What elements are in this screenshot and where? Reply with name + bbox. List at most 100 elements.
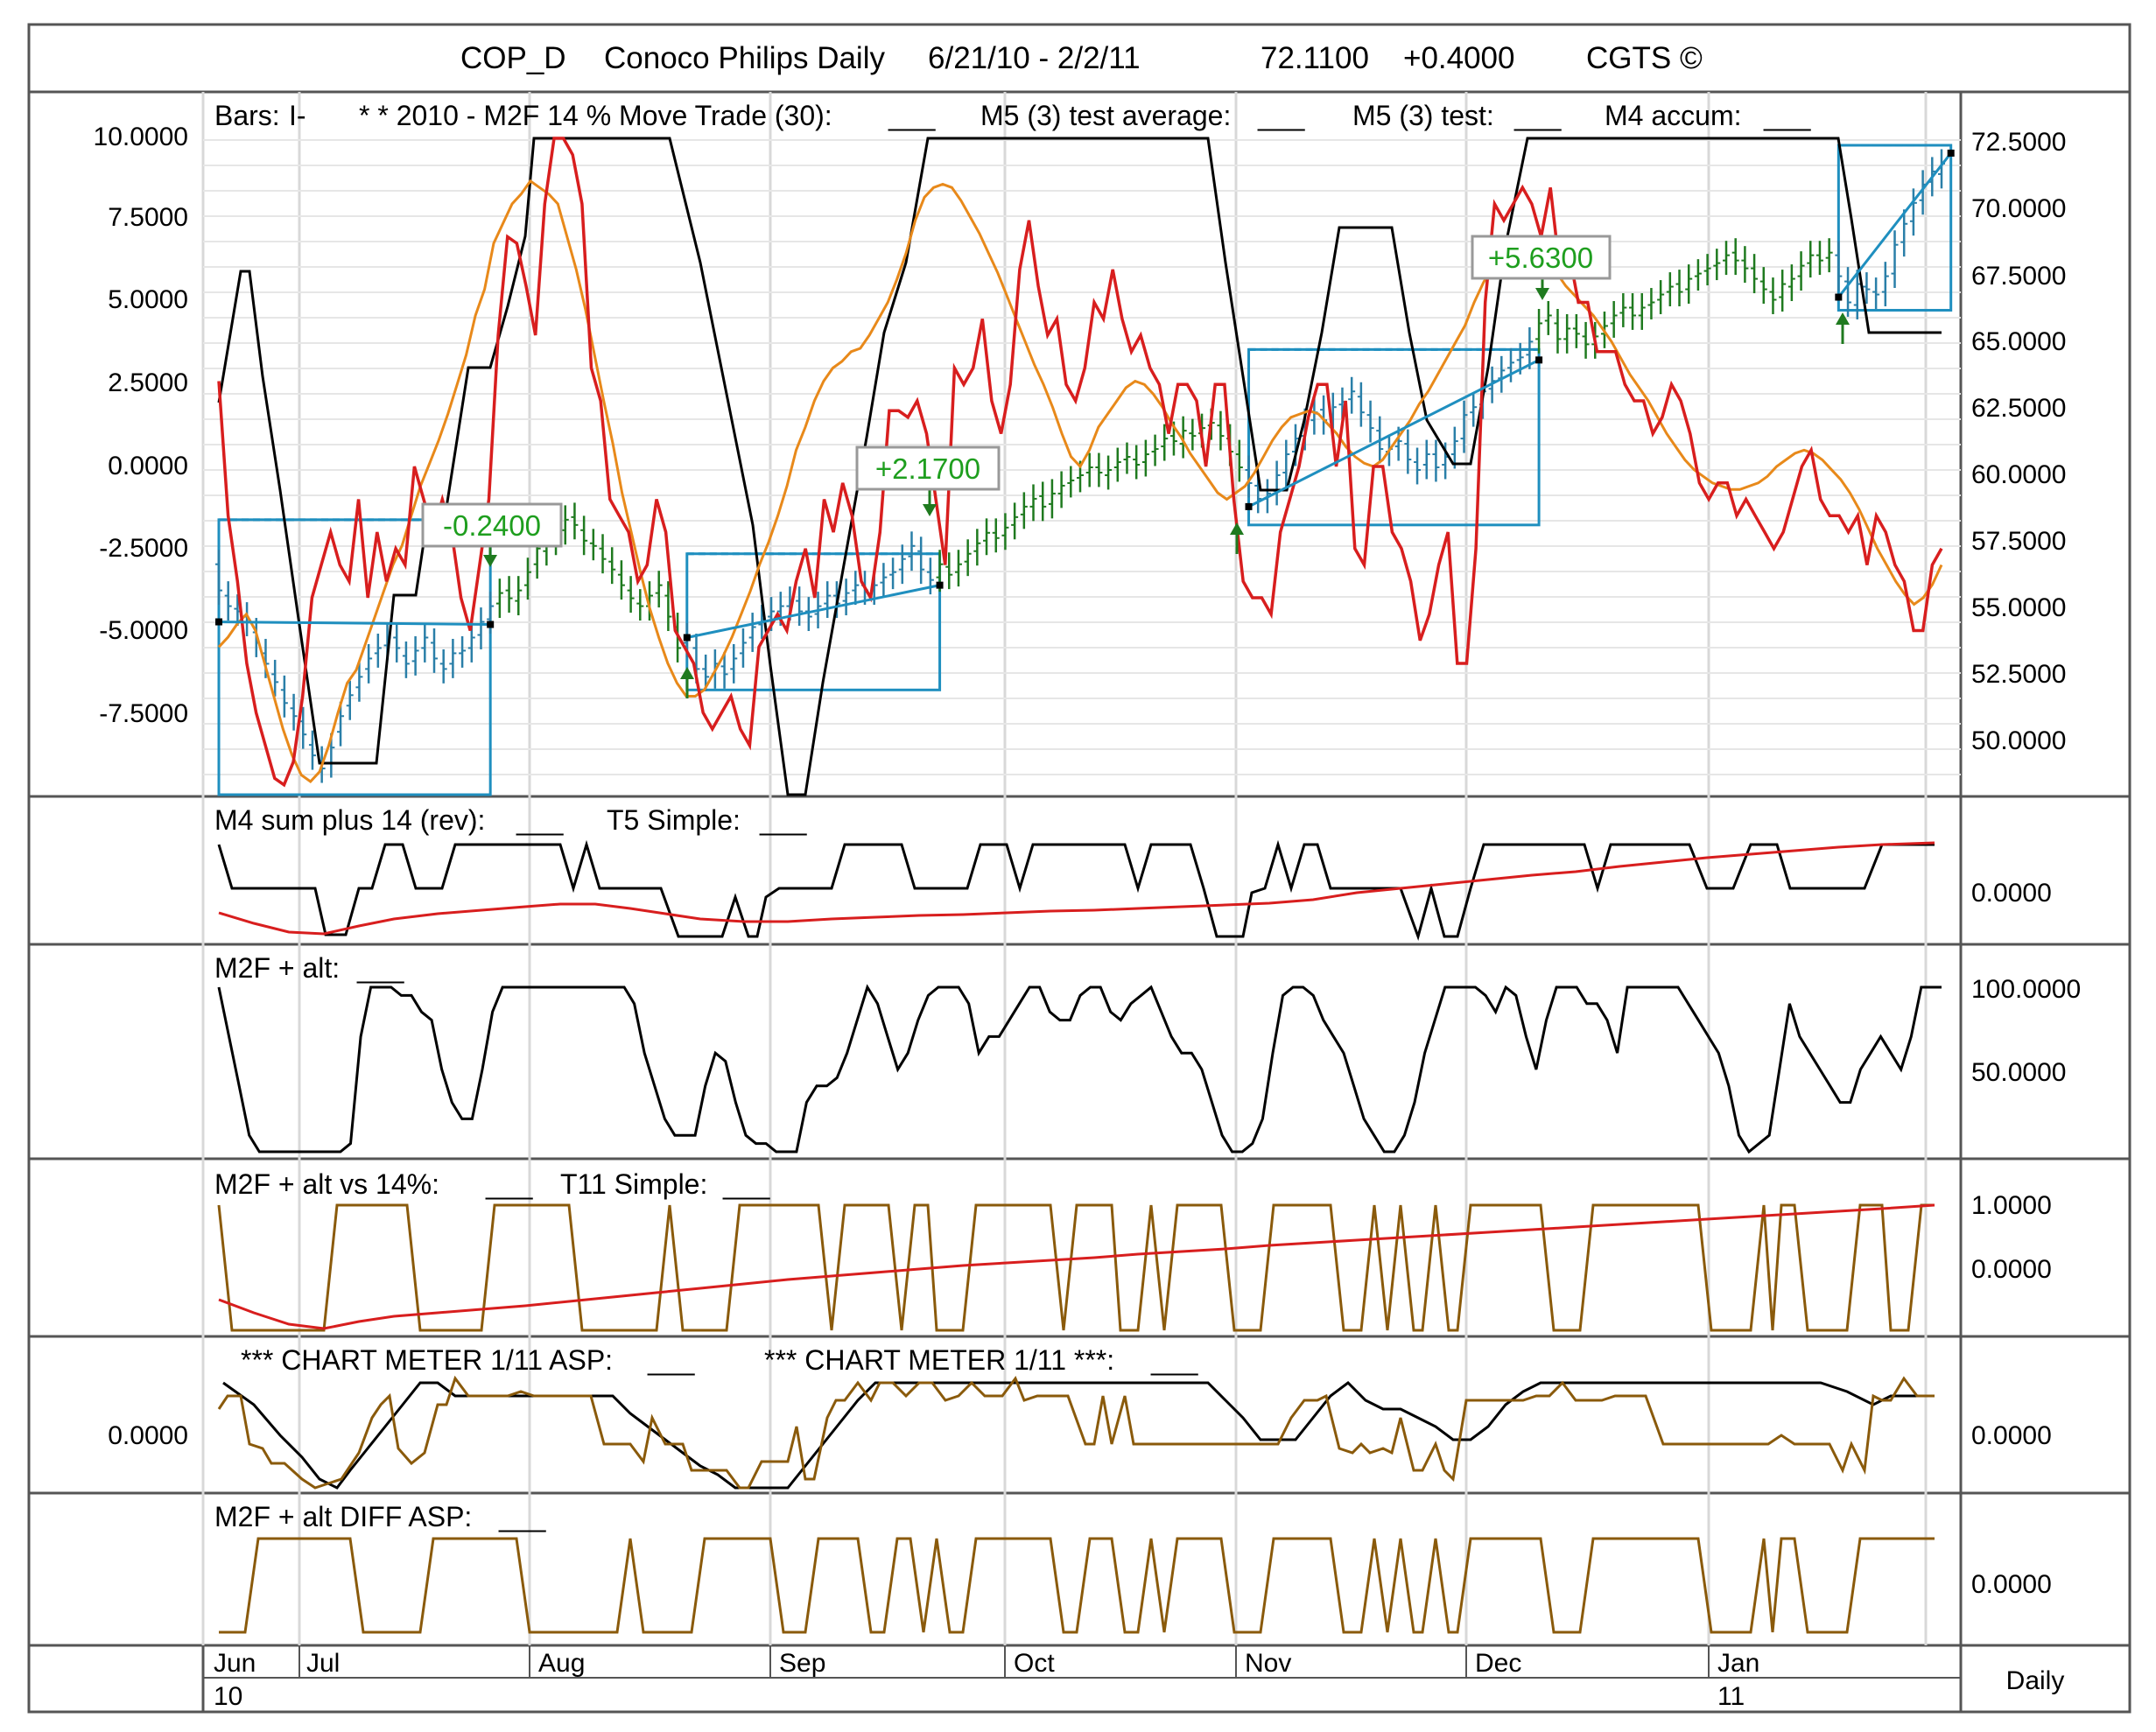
t5-legend-label: T5 Simple: <box>607 804 741 836</box>
left-tick-7.5: 7.5000 <box>108 203 188 232</box>
trade-start-marker-1 <box>215 618 222 626</box>
meter-legend-symbol: ___ <box>1150 1344 1199 1376</box>
trade-lines <box>215 149 1955 642</box>
trade-label-2: +2.1700 <box>855 445 1001 491</box>
m4sum-right-tick: 0.0000 <box>1971 879 2052 908</box>
left-tick-neg7.5: -7.5000 <box>99 699 188 728</box>
month-separators <box>298 1645 1710 1678</box>
trade-start-marker-2 <box>683 634 691 642</box>
trade-label-3-text: +5.6300 <box>1488 242 1593 274</box>
meter-right-tick: 0.0000 <box>1971 1421 2052 1450</box>
trade-label-1-box <box>421 502 563 548</box>
legend-bars-label: Bars: <box>214 100 280 131</box>
m2f-alt-tick-100: 100.0000 <box>1971 975 2081 1004</box>
title-date-range: 6/21/10 - 2/2/11 <box>928 41 1141 75</box>
trade-line-1 <box>218 621 491 627</box>
legend-m4-symbol: ___ <box>1763 100 1812 131</box>
trade-line-2 <box>686 584 940 639</box>
period-label: Daily <box>2006 1666 2065 1695</box>
price-legend: Bars: I- * * 2010 - M2F 14 % Move Trade … <box>214 100 1812 131</box>
right-tick-60: 60.0000 <box>1971 460 2066 489</box>
trade-start-marker-4 <box>1835 293 1843 301</box>
m2f-alt-legend-label: M2F + alt: <box>214 952 340 984</box>
m4-sum-panel: M4 sum plus 14 (rev): ___ T5 Simple: ___… <box>214 804 2052 941</box>
month-label-nov: Nov <box>1245 1649 1291 1678</box>
m2f-diff-panel: M2F + alt DIFF ASP: ___ 0.0000 <box>214 1501 2052 1634</box>
footer-axis: Jun Jul Aug Sep Oct Nov Dec Jan 10 11 Da… <box>203 1645 2064 1711</box>
trade-line-3 <box>1247 358 1540 508</box>
left-tick-2.5: 2.5000 <box>108 368 188 397</box>
m2f-alt-line <box>217 984 1942 1154</box>
title-brand: CGTS © <box>1586 41 1703 75</box>
m4sum-legend-label: M4 sum plus 14 (rev): <box>214 804 485 836</box>
month-label-jun: Jun <box>214 1649 256 1678</box>
right-tick-70: 70.0000 <box>1971 194 2066 223</box>
m2f-vs-panel: M2F + alt vs 14%: ___ T11 Simple: ___ 1.… <box>214 1168 2052 1332</box>
month-label-sep: Sep <box>779 1649 825 1678</box>
right-tick-65: 65.0000 <box>1971 327 2066 356</box>
trade-box-4 <box>1836 144 1953 312</box>
trade-arrow-head-3 <box>923 504 937 516</box>
legend-m5-label: M5 (3) test: <box>1352 100 1494 131</box>
left-tick-5: 5.0000 <box>108 285 188 314</box>
title-bar: COP_D Conoco Philips Daily 6/21/10 - 2/2… <box>460 41 1703 75</box>
year-label-10: 10 <box>214 1682 242 1711</box>
trade-arrow-head-1 <box>483 555 497 567</box>
right-tick-52.5: 52.5000 <box>1971 660 2066 689</box>
legend-move-label: * * 2010 - M2F 14 % Move Trade (30): <box>359 100 832 131</box>
trade-boxes <box>217 144 1953 796</box>
outer-frame <box>27 23 2131 1714</box>
m2f-vs-tick-1: 1.0000 <box>1971 1191 2052 1220</box>
trade-label-3-box <box>1471 235 1612 280</box>
m2f-alt-tick-50: 50.0000 <box>1971 1058 2066 1087</box>
trade-end-marker-4 <box>1947 149 1955 157</box>
right-tick-67.5: 67.5000 <box>1971 262 2066 291</box>
legend-bars-symbol: I- <box>289 100 306 131</box>
left-tick-neg5: -5.0000 <box>99 616 188 645</box>
legend-m5avg-label: M5 (3) test average: <box>980 100 1231 131</box>
m2f-alt-legend-symbol: ___ <box>356 952 405 984</box>
trade-arrow-head-5 <box>1535 288 1549 300</box>
m4-sum-line <box>217 839 1935 941</box>
m2f-alt-panel: M2F + alt: ___ 100.0000 50.0000 <box>214 952 2081 1154</box>
trade-box-3 <box>1247 347 1541 527</box>
meter-brown-line <box>217 1375 1935 1490</box>
m2f-vs-tick-0: 0.0000 <box>1971 1255 2052 1284</box>
left-tick-neg2.5: -2.5000 <box>99 534 188 563</box>
meter-left-tick: 0.0000 <box>108 1421 188 1450</box>
t5-simple-line <box>218 841 1935 936</box>
left-tick-0: 0.0000 <box>108 452 188 480</box>
legend-m4-label: M4 accum: <box>1605 100 1741 131</box>
month-label-dec: Dec <box>1475 1649 1521 1678</box>
diff-legend-label: M2F + alt DIFF ASP: <box>214 1501 472 1532</box>
left-tick-10: 10.0000 <box>94 123 188 151</box>
trade-label-2-text: +2.1700 <box>875 452 980 485</box>
trade-start-marker-3 <box>1245 502 1253 510</box>
diff-legend-symbol: ___ <box>498 1501 547 1532</box>
t5-legend-symbol: ___ <box>759 804 808 836</box>
legend-move-symbol: ___ <box>888 100 937 131</box>
month-label-aug: Aug <box>538 1649 585 1678</box>
m5-test-average-line <box>217 179 1943 783</box>
t11-legend-label: T11 Simple: <box>560 1168 707 1200</box>
right-tick-57.5: 57.5000 <box>1971 527 2066 556</box>
price-panel: -0.2400 +2.1700 +5.6300 Bars: I- * * 201… <box>94 100 2066 796</box>
m5-test-line <box>217 137 1943 788</box>
m2f-vs-line <box>217 1203 1935 1332</box>
trade-end-marker-3 <box>1535 356 1543 364</box>
m2f-vs-legend-symbol: ___ <box>485 1168 534 1200</box>
price-left-ticks: 10.0000 7.5000 5.0000 2.5000 0.0000 -2.5… <box>94 123 188 728</box>
panel-frames <box>29 92 2130 1712</box>
trade-end-marker-1 <box>487 621 495 628</box>
chart-meter-panel: *** CHART METER 1/11 ASP: ___ *** CHART … <box>108 1344 2052 1490</box>
trade-end-marker-2 <box>936 581 944 589</box>
right-tick-72.5: 72.5000 <box>1971 128 2066 157</box>
month-label-oct: Oct <box>1014 1649 1055 1678</box>
trade-label-2-box <box>855 445 1001 491</box>
title-name: Conoco Philips Daily <box>604 41 885 75</box>
t11-simple-line <box>218 1203 1935 1330</box>
trade-arrow-head-2 <box>680 667 694 679</box>
legend-m5-symbol: ___ <box>1513 100 1563 131</box>
trade-box-1 <box>217 518 492 796</box>
right-tick-50: 50.0000 <box>1971 726 2066 755</box>
